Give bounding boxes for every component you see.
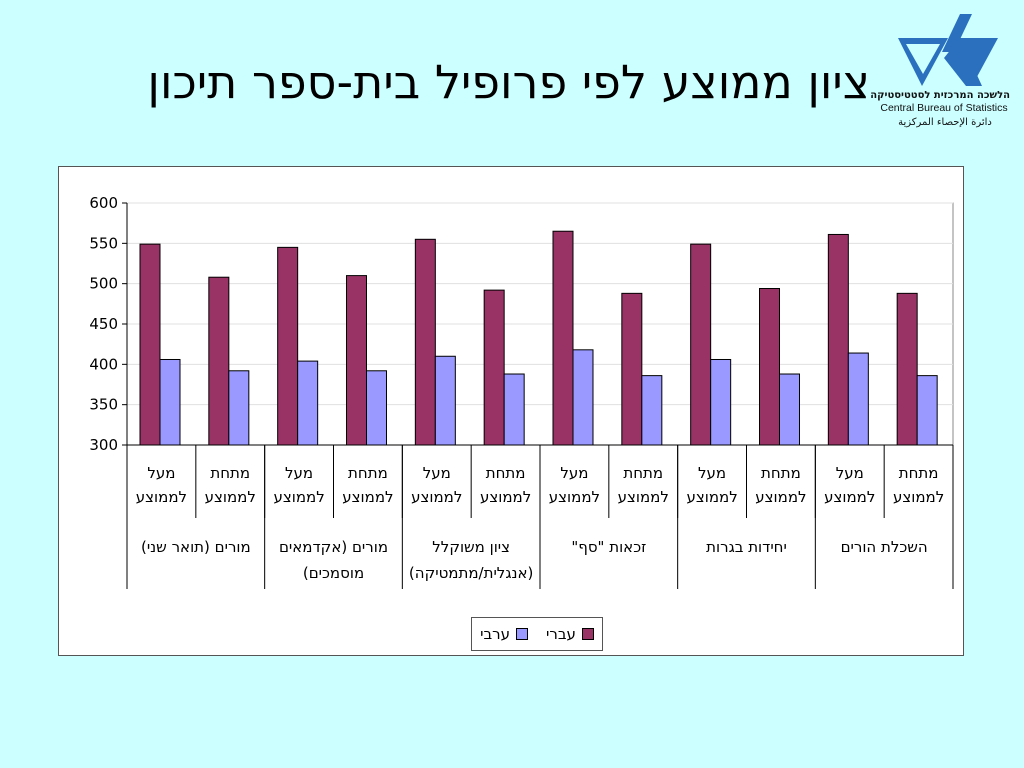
- y-tick-label: 350: [89, 396, 118, 414]
- bar-arab: [710, 358, 732, 446]
- category-label: לממוצע: [686, 488, 737, 506]
- group-label: יחידות בגרות: [706, 538, 787, 556]
- category-label: מתחת: [486, 464, 526, 482]
- logo-english-text: Central Bureau of Statistics: [880, 102, 1008, 114]
- y-tick-label: 550: [89, 234, 118, 252]
- bar-hebrew: [552, 230, 574, 446]
- bar-hebrew: [759, 288, 780, 446]
- bar-hebrew: [483, 289, 505, 446]
- category-label: מעל: [285, 464, 313, 482]
- bar-arab: [228, 370, 250, 446]
- bar-arab: [779, 373, 800, 446]
- bar-hebrew: [896, 292, 918, 446]
- group-label: השכלת הורים: [841, 538, 928, 556]
- category-label: מתחת: [210, 464, 250, 482]
- category-label: לממוצע: [205, 488, 256, 506]
- bar-hebrew: [139, 243, 161, 446]
- legend-item-arab: ערבי: [480, 625, 528, 643]
- bar-hebrew: [277, 246, 299, 446]
- legend-item-hebrew: עברי: [546, 625, 594, 643]
- page-title: ציון ממוצע לפי פרופיל בית-ספר תיכון: [147, 55, 870, 109]
- bar-hebrew: [346, 275, 367, 446]
- cbs-logo: [898, 14, 998, 86]
- category-label: לממוצע: [411, 488, 462, 506]
- y-tick-label: 500: [89, 275, 118, 293]
- category-label: מתחת: [348, 464, 388, 482]
- bar-arab: [297, 360, 319, 446]
- bar-arab: [503, 373, 525, 446]
- category-label: לממוצע: [273, 488, 324, 506]
- category-label: לממוצע: [549, 488, 600, 506]
- bar-arab: [916, 375, 938, 446]
- category-label: לממוצע: [136, 488, 187, 506]
- bar-hebrew: [414, 238, 436, 446]
- category-label: מתחת: [761, 464, 801, 482]
- bar-hebrew: [827, 233, 849, 446]
- legend-label-arab: ערבי: [480, 625, 510, 643]
- bar-arab: [641, 375, 663, 446]
- y-tick-label: 400: [89, 355, 118, 373]
- category-label: לממוצע: [893, 488, 944, 506]
- legend-swatch-hebrew: [581, 628, 594, 640]
- group-label: ציון משוקלל: [432, 538, 510, 556]
- group-label: מוסמכים): [303, 564, 364, 582]
- category-label: מעל: [147, 464, 175, 482]
- bar-hebrew: [690, 243, 712, 446]
- group-label: (אנגלית/מתמטיקה): [409, 564, 533, 582]
- category-label: לממוצע: [618, 488, 669, 506]
- bar-arab: [572, 349, 594, 446]
- y-tick-label: 300: [89, 436, 118, 454]
- bar-arab: [847, 352, 869, 446]
- logo-arabic-text: دائرة الإحصاء المركزية: [898, 117, 992, 128]
- legend-swatch-arab: [516, 628, 528, 640]
- category-label: מעל: [698, 464, 726, 482]
- legend: עברי ערבי: [471, 617, 603, 651]
- group-label: מורים (אקדמאים: [279, 538, 388, 556]
- legend-label-hebrew: עברי: [546, 625, 576, 643]
- category-label: לממוצע: [342, 488, 393, 506]
- bar-arab: [366, 370, 387, 446]
- category-label: מעל: [560, 464, 588, 482]
- bar-arab: [434, 355, 456, 446]
- category-label: לממוצע: [480, 488, 531, 506]
- logo-hebrew-text: הלשכה המרכזית לסטטיסטיקה: [870, 90, 1010, 101]
- category-label: מעל: [836, 464, 864, 482]
- bar-arab: [159, 358, 181, 446]
- bar-chart: 300 350 400 450 500 550 600 מתחת לממוצע מעל לממוצע…: [89, 194, 954, 589]
- group-label: זכאות "סף": [571, 538, 646, 556]
- y-tick-label: 450: [89, 315, 118, 333]
- category-label: מעל: [423, 464, 451, 482]
- y-tick-label: 600: [89, 194, 118, 212]
- bar-hebrew: [208, 276, 230, 446]
- category-label: לממוצע: [824, 488, 875, 506]
- bar-hebrew: [621, 292, 643, 446]
- category-label: לממוצע: [755, 488, 806, 506]
- category-label: מתחת: [623, 464, 663, 482]
- chart-frame: 300 350 400 450 500 550 600 מתחת לממוצע מעל לממוצע…: [58, 166, 964, 656]
- group-label: מורים (תואר שני): [141, 538, 251, 556]
- category-label: מתחת: [899, 464, 939, 482]
